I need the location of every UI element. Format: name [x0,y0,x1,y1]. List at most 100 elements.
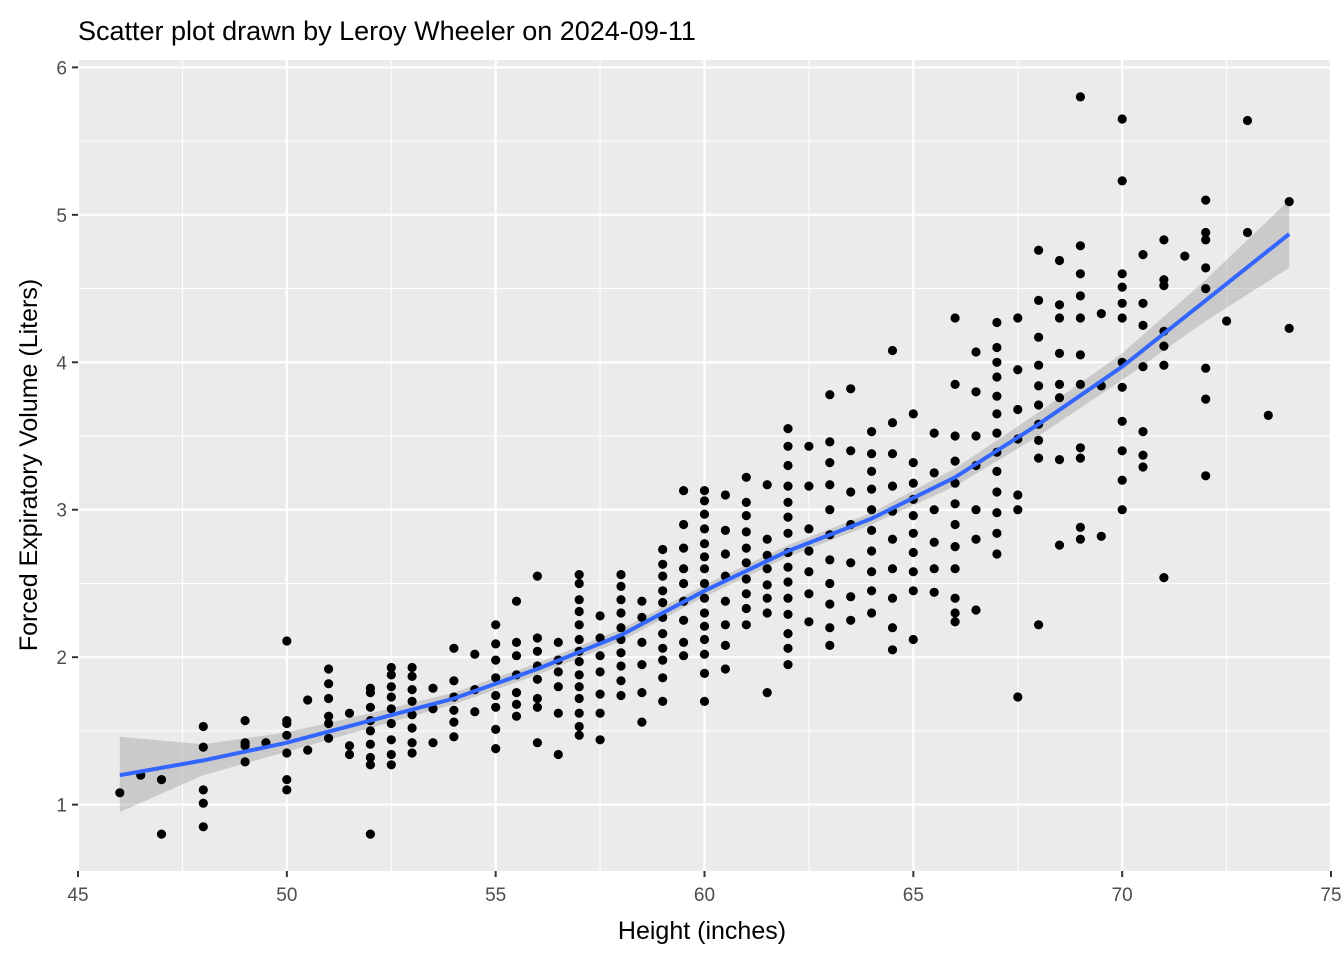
data-point [240,716,250,726]
data-point [491,673,501,683]
data-point [908,547,918,558]
data-point [595,651,605,661]
data-point [699,564,710,574]
data-point [407,710,417,720]
data-point [1117,475,1127,485]
data-point [324,718,334,729]
data-point [574,620,584,630]
data-point [324,679,334,689]
data-point [1096,531,1106,541]
data-point [992,466,1002,476]
data-point [1096,309,1106,319]
data-point [574,682,584,692]
data-point [929,564,939,574]
data-point [240,741,250,751]
data-point [365,760,375,770]
data-point [720,620,731,630]
data-point [1138,462,1148,472]
data-point [616,570,626,580]
data-point [616,623,626,633]
data-point [825,458,835,468]
data-point [532,674,543,684]
data-point [908,458,918,468]
data-point [574,708,584,718]
data-point [804,546,814,556]
data-point [992,528,1002,538]
data-point [1075,350,1085,360]
data-point [1034,381,1044,391]
data-point [804,567,814,577]
data-point [783,497,793,507]
data-point [1117,313,1127,323]
data-point [407,723,417,733]
data-point [553,637,563,648]
data-point [595,633,605,643]
data-point [282,730,292,740]
data-point [553,708,563,718]
data-point [1075,291,1085,301]
data-point [553,749,563,760]
data-point [344,741,355,751]
data-point [699,496,710,506]
data-point [1013,505,1023,515]
y-tick-label: 5 [56,206,67,227]
data-point [1159,360,1169,370]
data-point [846,446,856,456]
y-tick-label: 1 [56,796,67,817]
data-point [658,655,668,665]
data-point [1117,269,1127,279]
y-axis: 1 2 3 4 5 6 [56,58,78,817]
data-point [1201,471,1211,481]
data-point [532,693,543,704]
data-point [553,667,563,677]
data-point [1201,394,1211,404]
data-point [449,717,459,727]
data-point [679,543,689,553]
data-point [1034,332,1044,342]
data-point [992,317,1002,328]
data-point [992,342,1002,353]
data-point [1117,505,1127,515]
chart-title: Scatter plot drawn by Leroy Wheeler on 2… [78,16,696,46]
data-point [574,634,584,645]
data-point [679,637,689,648]
data-point [720,596,731,606]
data-point [511,688,522,698]
data-point [825,480,835,490]
data-point [908,478,918,488]
data-point [616,648,626,658]
x-tick-label: 45 [67,885,88,906]
data-point [971,605,981,615]
data-point [720,525,731,536]
data-point [887,534,898,544]
data-point [637,660,647,670]
data-point [282,785,292,795]
data-point [679,615,689,625]
data-point [699,578,710,589]
data-point [1034,435,1044,445]
data-point [491,655,501,665]
data-point [1117,282,1127,292]
data-point [574,657,584,667]
data-point [1075,534,1085,544]
data-point [324,711,334,721]
data-point [950,519,960,530]
data-point [303,695,313,705]
data-point [1034,620,1044,630]
data-point [762,688,772,698]
data-point [1034,400,1044,410]
data-point [1013,692,1023,702]
data-point [887,645,898,655]
data-point [992,372,1002,382]
data-point [950,499,960,509]
data-point [365,702,375,712]
data-point [929,537,939,547]
data-point [825,437,835,447]
data-point [1180,251,1190,261]
data-point [1263,410,1273,420]
data-point [574,578,584,589]
data-point [699,593,710,603]
x-tick-label: 65 [903,885,924,906]
data-point [679,578,689,589]
data-point [908,510,918,521]
